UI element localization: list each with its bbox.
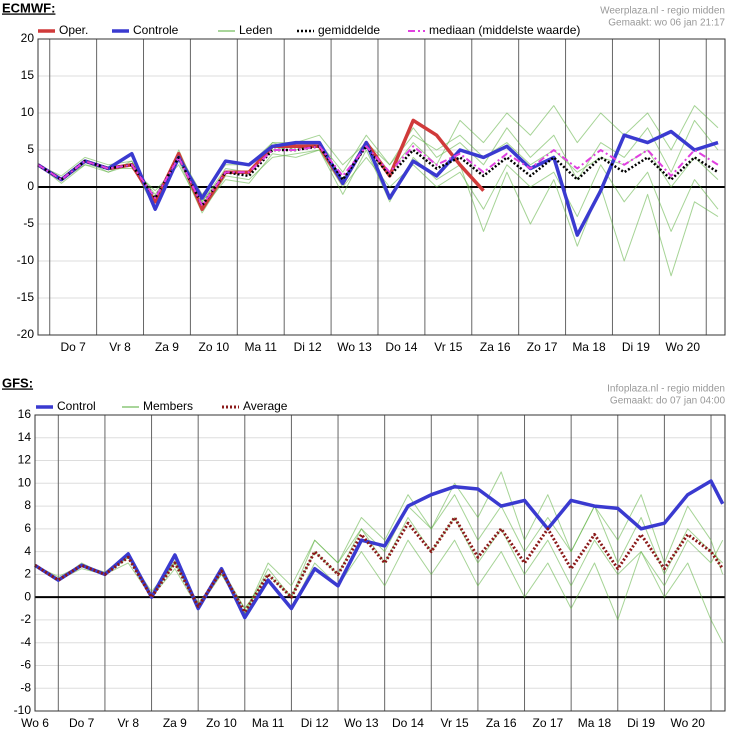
series-line [37, 129, 719, 237]
x-tick-label: Za 16 [480, 340, 511, 354]
legend-label: mediaan (middelste waarde) [429, 23, 580, 37]
y-tick-label: -20 [17, 327, 35, 341]
y-tick-label: 2 [24, 567, 31, 581]
x-tick-label: Do 14 [385, 340, 417, 354]
y-tick-label: -10 [14, 703, 32, 717]
x-tick-label: Wo 20 [666, 340, 701, 354]
y-tick-label: -4 [20, 635, 31, 649]
x-tick-label: Ma 11 [245, 340, 278, 354]
chart-title: GFS: [2, 375, 33, 390]
x-tick-label: Di 19 [627, 716, 655, 730]
x-tick-label: Ma 18 [572, 340, 606, 354]
y-tick-label: 6 [24, 521, 31, 535]
legend-label: Oper. [59, 23, 88, 37]
member-line [34, 539, 724, 643]
x-tick-label: Zo 10 [206, 716, 237, 730]
x-tick-label: Wo 20 [670, 716, 705, 730]
created-label: Gemaakt: wo 06 jan 21:17 [608, 18, 725, 29]
series-line [37, 145, 719, 207]
x-tick-label: Do 7 [69, 716, 95, 730]
x-tick-label: Wo 6 [21, 716, 49, 730]
y-tick-label: -5 [23, 216, 34, 230]
y-tick-label: 0 [27, 179, 34, 193]
legend-label: gemiddelde [318, 23, 380, 37]
x-tick-label: Wo 13 [344, 716, 379, 730]
y-tick-label: 0 [24, 589, 31, 603]
x-tick-label: Di 12 [294, 340, 322, 354]
x-tick-label: Vr 8 [109, 340, 131, 354]
x-tick-label: Vr 15 [440, 716, 469, 730]
y-tick-label: -8 [20, 680, 31, 694]
source-label: Infoplaza.nl - regio midden [607, 384, 725, 395]
created-label: Gemaakt: do 07 jan 04:00 [610, 396, 726, 407]
y-tick-label: 5 [27, 142, 34, 156]
series-line [37, 145, 719, 207]
x-tick-label: Di 12 [301, 716, 329, 730]
x-tick-label: Za 9 [163, 716, 187, 730]
x-tick-label: Zo 17 [527, 340, 558, 354]
y-tick-label: 8 [24, 498, 31, 512]
series-line [34, 516, 724, 614]
x-tick-label: Do 7 [60, 340, 86, 354]
x-tick-label: Za 9 [155, 340, 179, 354]
legend-label: Leden [239, 23, 272, 37]
y-tick-label: 10 [21, 105, 35, 119]
legend-label: Average [243, 399, 288, 413]
x-tick-label: Zo 17 [532, 716, 563, 730]
y-tick-label: 4 [24, 544, 31, 558]
y-tick-label: 14 [18, 430, 32, 444]
x-tick-label: Di 19 [622, 340, 650, 354]
y-tick-label: -6 [20, 658, 31, 672]
y-tick-label: 12 [18, 453, 32, 467]
legend-label: Controle [133, 23, 179, 37]
plot-frame [37, 38, 726, 336]
x-tick-label: Ma 11 [252, 716, 285, 730]
x-tick-label: Ma 18 [578, 716, 612, 730]
x-tick-label: Za 16 [486, 716, 517, 730]
member-line [37, 149, 719, 277]
legend-label: Control [57, 399, 96, 413]
x-tick-label: Vr 8 [117, 716, 139, 730]
x-tick-label: Zo 10 [199, 340, 230, 354]
y-tick-label: 16 [18, 407, 32, 421]
y-tick-label: -15 [17, 290, 35, 304]
x-tick-label: Vr 15 [434, 340, 463, 354]
x-tick-label: Do 14 [392, 716, 424, 730]
plot-frame [34, 414, 726, 712]
y-tick-label: -2 [20, 612, 31, 626]
y-tick-label: 15 [21, 68, 35, 82]
source-label: Weerplaza.nl - regio midden [600, 6, 725, 17]
series-line [34, 479, 725, 620]
y-tick-label: 20 [21, 31, 35, 45]
y-tick-label: 10 [18, 475, 32, 489]
legend-label: Members [143, 399, 193, 413]
chart-title: ECMWF: [2, 0, 55, 15]
y-tick-label: -10 [17, 253, 35, 267]
x-tick-label: Wo 13 [337, 340, 372, 354]
